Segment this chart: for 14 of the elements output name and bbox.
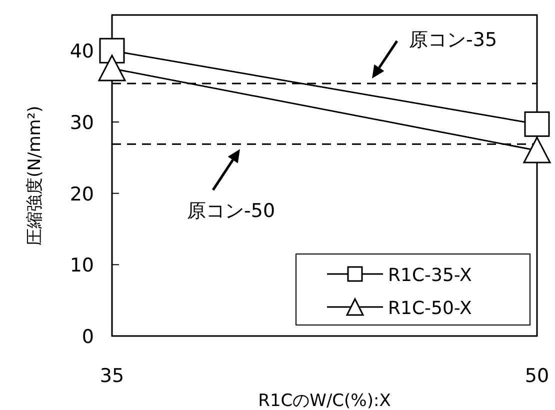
y-tick-label: 30	[70, 112, 94, 134]
legend-label: R1C-35-X	[388, 265, 472, 286]
ref-line-label: 原コン-35	[409, 29, 498, 51]
x-tick-label: 35	[100, 365, 124, 387]
legend-label: R1C-50-X	[388, 298, 472, 319]
y-tick-label: 10	[70, 254, 94, 277]
point	[524, 111, 550, 137]
ref-line-label: 原コン-50	[187, 200, 276, 222]
x-tick-label: 50	[524, 365, 550, 387]
x-axis-title: R1CのW/C(%):X	[258, 391, 392, 410]
y-tick-label: 40	[70, 40, 94, 63]
y-tick-label: 0	[82, 326, 94, 348]
y-axis-title: 圧縮強度(N/mm²)	[25, 106, 45, 246]
y-tick-label: 20	[70, 183, 94, 206]
